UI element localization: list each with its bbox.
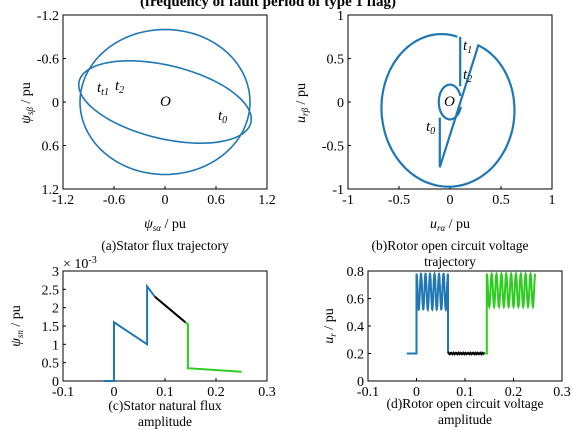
caption-b: (b)Rotor open circuit voltage xyxy=(371,238,528,253)
annotation-t0: t0 xyxy=(426,119,435,137)
series-black-line xyxy=(154,295,187,324)
x-axis-label: ψsα / pu xyxy=(144,217,186,233)
panel-c: -0.1 0 0.1 0.2 0.300.511.522.53 × 10-3 ψsn /… xyxy=(9,255,276,429)
axes-frame xyxy=(62,270,268,382)
x-tick-label: 0 xyxy=(447,193,454,208)
x-tick-label: 0.6 xyxy=(207,193,225,208)
y-tick-label: -0.6 xyxy=(37,53,59,68)
flux-circle-line xyxy=(79,28,251,176)
y-tick-label: 0.6 xyxy=(347,293,365,308)
annotation-origin: O xyxy=(444,94,455,110)
y-tick-label: 1 xyxy=(52,338,59,353)
y-tick-label: -0.5 xyxy=(322,140,344,155)
x-tick-label: 0 xyxy=(111,385,118,400)
caption-a: (a)Stator flux trajectory xyxy=(101,238,229,253)
x-tick-label: 0.3 xyxy=(258,385,276,400)
flux-ellipse-line xyxy=(78,60,252,144)
y-tick-label: 0 xyxy=(52,96,59,111)
annotation-t1: tt1 xyxy=(97,80,109,98)
x-tick-label: -0.1 xyxy=(357,385,379,400)
y-axis-label: ψsn / pu xyxy=(9,305,25,347)
series-blue-line xyxy=(406,271,449,355)
y-tick-label: 0.6 xyxy=(42,140,60,155)
y-tick-label: 0 xyxy=(337,96,344,111)
series-green-line xyxy=(484,271,537,355)
y-tick-label: 3 xyxy=(52,265,59,280)
series-blue-line xyxy=(103,283,156,382)
exponent-label: × 10-3 xyxy=(63,255,97,272)
x-axis-label: urα / pu xyxy=(430,217,470,233)
annotation-origin: O xyxy=(160,94,171,110)
x-tick-label: 0.5 xyxy=(492,193,510,208)
x-tick-label: 0.3 xyxy=(553,385,571,400)
y-tick-label: 0.4 xyxy=(347,320,365,335)
voltage-spiral-line xyxy=(380,33,516,188)
header-fragment: (frequency of fault period of type 1 fla… xyxy=(140,0,396,10)
y-tick-label: 0.8 xyxy=(347,265,365,280)
y-axis-label: ψsβ / pu xyxy=(19,82,35,124)
x-tick-label: 1 xyxy=(549,193,556,208)
y-axis-label: urβ / pu xyxy=(294,83,310,123)
x-tick-label: 0.2 xyxy=(207,385,225,400)
caption-c-line2: amplitude xyxy=(138,414,192,429)
x-tick-label: -1.2 xyxy=(52,193,74,208)
y-tick-label: 0 xyxy=(357,375,364,390)
series-green-line xyxy=(184,321,242,373)
voltage-inner-loop xyxy=(437,83,462,121)
annotation-t1: t1 xyxy=(463,38,472,56)
series-black-line xyxy=(447,350,486,357)
annotation-t2: t2 xyxy=(115,78,124,96)
x-tick-label: 1.2 xyxy=(258,193,276,208)
x-tick-label: -1 xyxy=(342,193,354,208)
y-tick-label: 0 xyxy=(52,375,59,390)
axes-frame xyxy=(367,270,563,382)
y-axis-label: ur / pu xyxy=(322,308,338,343)
y-tick-label: 0.2 xyxy=(347,348,365,363)
x-tick-label: 0.1 xyxy=(156,385,174,400)
x-tick-label: -0.5 xyxy=(388,193,410,208)
x-tick-label: 0 xyxy=(413,385,420,400)
annotation-t0: t0 xyxy=(218,108,227,126)
y-tick-label: -1 xyxy=(332,183,344,198)
y-tick-label: 2 xyxy=(52,302,59,317)
y-tick-label: 2.5 xyxy=(42,283,60,298)
y-tick-label: 0.5 xyxy=(42,357,60,372)
y-tick-label: 1 xyxy=(337,9,344,24)
y-tick-label: -1.2 xyxy=(37,9,59,24)
panel-d: -0.1 0 0.1 0.2 0.300.20.40.60.8 ur / pu (d)R… xyxy=(322,265,571,427)
annotation-t2: t2 xyxy=(463,67,472,85)
caption-c: (c)Stator natural flux xyxy=(108,398,221,413)
panel-a: -1.2 -0.6 0 0.6 1.2-1.2-0.600.61.2 tt1 t2 O … xyxy=(19,9,276,253)
x-tick-label: -0.1 xyxy=(52,385,74,400)
y-tick-label: 1.2 xyxy=(42,183,60,198)
x-tick-label: 0.2 xyxy=(505,385,523,400)
x-tick-label: 0 xyxy=(162,193,169,208)
caption-b-line2: trajectory xyxy=(424,254,476,269)
x-tick-label: 0.1 xyxy=(456,385,474,400)
panel-b: -1 -0.5 0 0.5 1 -1 -0.5 0 0.5 1 t1 t2 O t0 urβ / … xyxy=(294,9,556,269)
y-tick-label: 0.5 xyxy=(327,53,345,68)
caption-d: (d)Rotor open circuit voltage xyxy=(386,396,543,411)
caption-d-line2: amplitude xyxy=(438,412,492,427)
y-tick-label: 1.5 xyxy=(42,320,60,335)
x-tick-label: -0.6 xyxy=(103,193,125,208)
